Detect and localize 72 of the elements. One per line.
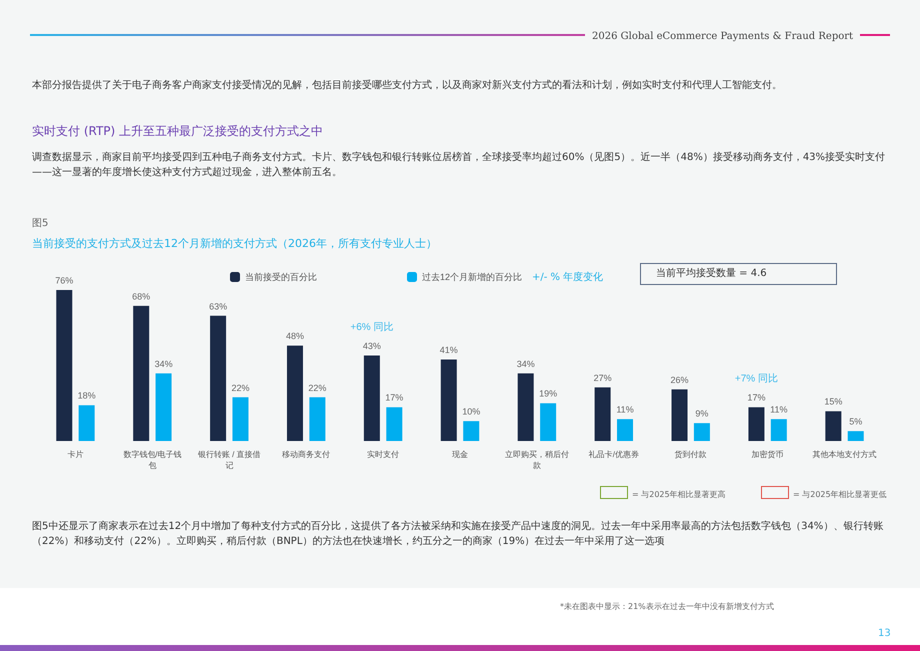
data-label: 22% xyxy=(231,382,250,393)
text: *未在图表中显示：21%表示在过去一年中没有新增支付方式 xyxy=(560,601,774,613)
caption: 图5中还显示了商家表示在过去12个月中增加了每种支付方式的百分比，这提供了各方法被采纳和实施在接受产品中速度的洞见。过去一年中采用率最高的方法包括数字钱包（34%）、银行转账（22%）和移动支付（22%）。立即购买，稍后付款（BNPL）的方法也在快速增长，约五分之一的商家（19%）在过去一年中采用了这一选项 xyxy=(32,520,884,549)
chart-title: 当前接受的支付方式及过去12个月新增的支付方式（2026年，所有支付专业人士） xyxy=(32,236,437,251)
x-tick-label: 银行转账 / 直接借记 xyxy=(196,450,261,470)
x-tick-label: 卡片 xyxy=(67,450,84,459)
bar xyxy=(518,373,534,441)
bar xyxy=(386,407,402,441)
data-label: 11% xyxy=(616,404,634,415)
bar xyxy=(748,407,764,441)
bar xyxy=(694,423,710,441)
bar xyxy=(364,356,380,441)
data-label: 10% xyxy=(462,406,480,417)
x-tick-label: 货到付款 xyxy=(674,450,707,459)
data-label: 17% xyxy=(747,392,766,403)
legend-label: 当前接受的百分比 xyxy=(245,272,317,282)
bar xyxy=(617,419,634,441)
data-label: 19% xyxy=(539,388,558,399)
bar xyxy=(78,405,95,441)
data-label: 22% xyxy=(308,382,326,393)
text: 实时支付 (RTP) 上升至五种最广泛接受的支付方式之中 xyxy=(32,124,324,139)
chart-subtitle: 图5 xyxy=(32,217,48,231)
bar xyxy=(156,373,172,441)
data-label: 15% xyxy=(824,396,842,407)
x-tick-label: 立即购买，稍后付款 xyxy=(504,450,569,470)
legend-label: 过去12个月新增的百分比 xyxy=(422,272,522,282)
text: 调查数据显示，商家目前平均接受四到五种电子商务支付方式。卡片、数字钱包和银行转账位居榜首，全球接受率均超过60%（见图5）。近一半（48%）接受移动商务支付，43%接受实时支付——这一显著的年度增长使这种支付方式超过现金，进入整体前五名。 xyxy=(32,150,886,180)
bar xyxy=(286,346,303,441)
x-tick-label: 现金 xyxy=(452,450,468,459)
x-tick-label: 其他本地支付方式 xyxy=(812,450,877,459)
annotation: +7% 同比 xyxy=(734,372,778,385)
data-label: 27% xyxy=(594,372,612,383)
bar xyxy=(133,306,150,441)
data-label: 17% xyxy=(385,392,404,403)
text: 13 xyxy=(878,627,891,641)
text: 本部分报告提供了关于电子商务客户商家支付接受情况的见解，包括目前接受哪些支付方式，以及商家对新兴支付方式的看法和计划，例如实时支付和代理人工智能支付。 xyxy=(32,78,783,93)
data-label: 26% xyxy=(670,374,689,385)
text: = 与2025年相比显著更低 xyxy=(793,489,887,501)
data-label: 41% xyxy=(440,345,458,356)
text: 2026 Global eCommerce Payments & Fraud Report xyxy=(592,30,854,44)
bar xyxy=(672,389,688,441)
data-label: 43% xyxy=(362,341,381,352)
bar xyxy=(825,411,842,441)
annotation: +6% 同比 xyxy=(350,321,394,334)
bar xyxy=(848,431,864,441)
x-tick-label: 移动商务支付 xyxy=(282,450,330,459)
data-label: 9% xyxy=(695,408,708,419)
data-label: 63% xyxy=(209,301,228,312)
x-tick-label: 实时支付 xyxy=(367,450,400,459)
x-tick-label: 加密货币 xyxy=(752,450,784,459)
x-tick-label: 数字钱包/电子钱包 xyxy=(123,450,182,470)
data-label: 34% xyxy=(154,358,173,369)
text: +/- % 年度变化 xyxy=(532,270,604,285)
data-label: 68% xyxy=(132,291,150,302)
data-label: 5% xyxy=(849,416,862,427)
bar xyxy=(232,397,248,441)
x-tick-label: 礼品卡/优惠券 xyxy=(588,450,639,459)
text: 当前平均接受数量 = 4.6 xyxy=(640,263,837,285)
data-label: 48% xyxy=(286,331,304,342)
data-label: 18% xyxy=(78,390,96,401)
data-label: 76% xyxy=(55,275,74,286)
bar xyxy=(440,360,457,441)
text: = 与2025年相比显著更高 xyxy=(632,489,726,501)
data-label: 11% xyxy=(770,404,788,415)
bar xyxy=(463,421,480,441)
bar xyxy=(56,290,72,441)
bar xyxy=(309,397,326,441)
bar xyxy=(594,387,611,441)
bar xyxy=(770,419,787,441)
bar xyxy=(540,403,556,441)
data-label: 34% xyxy=(516,358,535,369)
bar xyxy=(210,316,226,441)
